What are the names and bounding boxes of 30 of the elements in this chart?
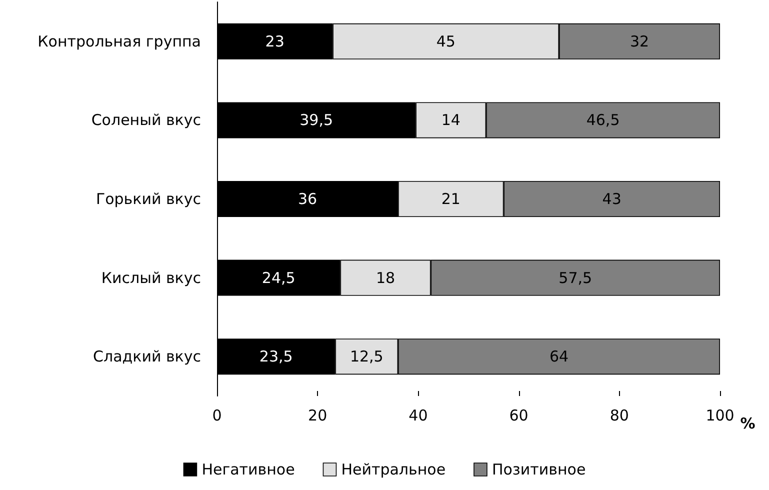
data-label: 14 bbox=[441, 111, 460, 130]
x-axis-title: % bbox=[740, 414, 756, 432]
data-label: 36 bbox=[298, 190, 318, 208]
data-label: 45 bbox=[436, 32, 456, 50]
y-tick-label: Контрольная группа bbox=[38, 32, 201, 50]
legend-label: Негативное bbox=[202, 460, 295, 478]
x-tick-label: 100 bbox=[706, 406, 734, 424]
y-tick-label: Сладкий вкус bbox=[93, 348, 201, 366]
y-tick-label: Горький вкус bbox=[96, 190, 201, 208]
y-tick-label: Кислый вкус bbox=[101, 268, 201, 287]
data-label: 24,5 bbox=[262, 268, 296, 287]
data-label: 23 bbox=[265, 32, 284, 50]
x-tick-label: 60 bbox=[509, 406, 528, 424]
data-label: 21 bbox=[441, 190, 460, 208]
data-label: 64 bbox=[549, 348, 569, 366]
legend-label: Нейтральное bbox=[341, 460, 446, 478]
data-label: 43 bbox=[602, 190, 622, 208]
x-tick-label: 20 bbox=[308, 406, 328, 424]
data-label: 32 bbox=[630, 32, 650, 50]
y-tick-label: Соленый вкус bbox=[91, 111, 201, 130]
data-label: 18 bbox=[376, 268, 396, 287]
data-label: 57,5 bbox=[558, 268, 592, 287]
x-tick-label: 40 bbox=[408, 406, 428, 424]
data-label: 23,5 bbox=[259, 348, 293, 366]
data-label: 12,5 bbox=[350, 348, 384, 366]
data-label: 46,5 bbox=[586, 111, 620, 130]
data-label: 39,5 bbox=[300, 111, 334, 130]
x-tick-label: 0 bbox=[212, 406, 222, 424]
legend-label: Позитивное bbox=[492, 460, 586, 478]
x-tick-label: 80 bbox=[610, 406, 629, 424]
